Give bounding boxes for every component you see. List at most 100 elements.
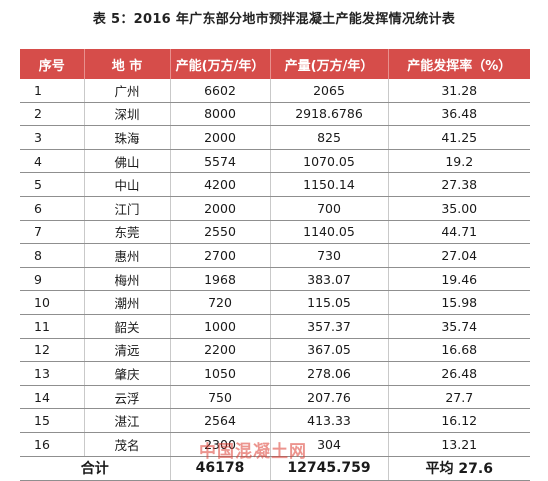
table-header-row: 序号 地 市 产能(万方/年） 产量(万方/年） 产能发挥率（%） (20, 49, 530, 79)
cell-capacity: 750 (169, 385, 270, 410)
cell-no: 16 (20, 432, 84, 457)
cell-output: 1150.14 (269, 172, 388, 197)
cell-output: 1140.05 (269, 220, 388, 245)
total-capacity: 46178 (169, 456, 270, 481)
table-total-row: 合计 46178 12745.759 平均 27.6 (20, 456, 530, 481)
cell-capacity: 2000 (169, 125, 270, 150)
cell-output: 207.76 (269, 385, 388, 410)
cell-rate: 41.25 (387, 125, 530, 150)
cell-output: 383.07 (269, 267, 388, 292)
cell-city: 茂名 (83, 432, 170, 457)
cell-no: 5 (20, 172, 84, 197)
cell-capacity: 1000 (169, 314, 270, 339)
cell-rate: 27.04 (387, 243, 530, 268)
cell-no: 9 (20, 267, 84, 292)
cell-rate: 13.21 (387, 432, 530, 457)
cell-city: 肇庆 (83, 361, 170, 386)
cell-city: 广州 (83, 79, 170, 103)
cell-rate: 16.12 (387, 408, 530, 433)
table-row: 9 梅州 1968 383.07 19.46 (20, 267, 530, 292)
total-label: 合计 (20, 456, 170, 481)
cell-capacity: 6602 (169, 79, 270, 103)
cell-rate: 19.2 (387, 149, 530, 174)
cell-rate: 44.71 (387, 220, 530, 245)
cell-city: 珠海 (83, 125, 170, 150)
cell-no: 4 (20, 149, 84, 174)
column-header-capacity: 产能(万方/年） (169, 49, 270, 79)
cell-rate: 19.46 (387, 267, 530, 292)
cell-city: 清远 (83, 338, 170, 363)
cell-city: 云浮 (83, 385, 170, 410)
cell-capacity: 8000 (169, 102, 270, 127)
table-row: 11 韶关 1000 357.37 35.74 (20, 314, 530, 339)
cell-no: 1 (20, 79, 84, 103)
column-header-rate: 产能发挥率（%） (387, 49, 530, 79)
column-header-output: 产量(万方/年） (269, 49, 388, 79)
cell-rate: 35.74 (387, 314, 530, 339)
table-row: 4 佛山 5574 1070.05 19.2 (20, 149, 530, 174)
table-row: 1 广州 6602 2065 31.28 (20, 79, 530, 103)
cell-capacity: 4200 (169, 172, 270, 197)
cell-output: 304 (269, 432, 388, 457)
cell-rate: 26.48 (387, 361, 530, 386)
cell-no: 6 (20, 196, 84, 221)
cell-city: 佛山 (83, 149, 170, 174)
cell-output: 1070.05 (269, 149, 388, 174)
cell-city: 惠州 (83, 243, 170, 268)
total-rate: 平均 27.6 (387, 456, 530, 481)
column-header-city: 地 市 (83, 49, 170, 79)
cell-capacity: 2700 (169, 243, 270, 268)
cell-no: 14 (20, 385, 84, 410)
cell-rate: 31.28 (387, 79, 530, 103)
cell-rate: 16.68 (387, 338, 530, 363)
cell-no: 2 (20, 102, 84, 127)
cell-city: 梅州 (83, 267, 170, 292)
cell-output: 825 (269, 125, 388, 150)
cell-output: 2918.6786 (269, 102, 388, 127)
cell-rate: 27.7 (387, 385, 530, 410)
cell-output: 700 (269, 196, 388, 221)
cell-capacity: 1050 (169, 361, 270, 386)
cell-city: 江门 (83, 196, 170, 221)
cell-capacity: 1968 (169, 267, 270, 292)
cell-city: 东莞 (83, 220, 170, 245)
cell-city: 韶关 (83, 314, 170, 339)
table-row: 16 茂名 2300 304 13.21 (20, 432, 530, 457)
cell-capacity: 2564 (169, 408, 270, 433)
cell-capacity: 2300 (169, 432, 270, 457)
cell-output: 115.05 (269, 290, 388, 315)
cell-city: 湛江 (83, 408, 170, 433)
cell-output: 413.33 (269, 408, 388, 433)
table-row: 7 东莞 2550 1140.05 44.71 (20, 220, 530, 245)
table-row: 12 清远 2200 367.05 16.68 (20, 338, 530, 363)
cell-output: 730 (269, 243, 388, 268)
total-output: 12745.759 (269, 456, 388, 481)
table-row: 14 云浮 750 207.76 27.7 (20, 385, 530, 410)
capacity-table: 序号 地 市 产能(万方/年） 产量(万方/年） 产能发挥率（%） 1 广州 660… (20, 49, 530, 481)
cell-capacity: 720 (169, 290, 270, 315)
table-row: 10 潮州 720 115.05 15.98 (20, 290, 530, 315)
cell-capacity: 2000 (169, 196, 270, 221)
cell-rate: 35.00 (387, 196, 530, 221)
table-body: 1 广州 6602 2065 31.28 2 深圳 8000 2918.6786 36.48 3 珠海… (20, 79, 530, 481)
cell-city: 深圳 (83, 102, 170, 127)
cell-capacity: 2200 (169, 338, 270, 363)
cell-output: 367.05 (269, 338, 388, 363)
table-row: 15 湛江 2564 413.33 16.12 (20, 408, 530, 433)
cell-no: 13 (20, 361, 84, 386)
table-row: 5 中山 4200 1150.14 27.38 (20, 172, 530, 197)
cell-rate: 27.38 (387, 172, 530, 197)
cell-city: 中山 (83, 172, 170, 197)
table-title: 表 5：2016 年广东部分地市预拌混凝土产能发挥情况统计表 (92, 12, 456, 27)
cell-city: 潮州 (83, 290, 170, 315)
cell-no: 7 (20, 220, 84, 245)
cell-no: 10 (20, 290, 84, 315)
table-row: 2 深圳 8000 2918.6786 36.48 (20, 102, 530, 127)
cell-no: 3 (20, 125, 84, 150)
table-row: 8 惠州 2700 730 27.04 (20, 243, 530, 268)
cell-no: 11 (20, 314, 84, 339)
table-row: 3 珠海 2000 825 41.25 (20, 125, 530, 150)
cell-rate: 15.98 (387, 290, 530, 315)
column-header-no: 序号 (20, 49, 84, 79)
cell-no: 12 (20, 338, 84, 363)
